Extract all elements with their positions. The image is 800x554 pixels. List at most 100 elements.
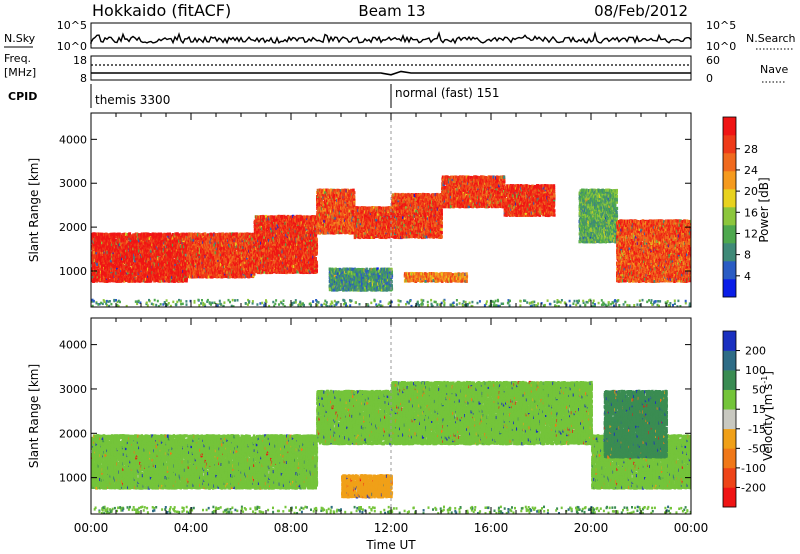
heatmap-cell bbox=[277, 232, 280, 237]
heatmap-cell bbox=[152, 251, 155, 255]
heatmap-cell bbox=[123, 269, 126, 273]
heatmap-cell bbox=[185, 279, 188, 283]
heatmap-cell bbox=[269, 226, 273, 231]
heatmap-cell bbox=[252, 242, 255, 246]
heatmap-cell bbox=[213, 274, 217, 278]
nave-tick-bottom: 0 bbox=[706, 72, 713, 85]
heatmap-cell bbox=[182, 241, 185, 245]
cpid-segment-2: normal (fast) 151 bbox=[395, 86, 499, 100]
heatmap-cell bbox=[274, 254, 277, 258]
heatmap-cell bbox=[209, 253, 212, 257]
heatmap-cell bbox=[242, 255, 245, 259]
heatmap-cell bbox=[209, 251, 212, 255]
heatmap-cell bbox=[222, 253, 225, 257]
heatmap-cell bbox=[98, 261, 101, 265]
heatmap-cell bbox=[241, 249, 244, 253]
heatmap-cell bbox=[163, 275, 166, 279]
heatmap-cell bbox=[249, 256, 252, 260]
heatmap-cell bbox=[125, 241, 129, 245]
heatmap-cell bbox=[264, 251, 267, 255]
heatmap-cell bbox=[226, 238, 229, 242]
heatmap-cell bbox=[185, 244, 188, 248]
heatmap-cell bbox=[140, 248, 143, 252]
heatmap-cell bbox=[269, 270, 272, 275]
heatmap-cell bbox=[184, 233, 187, 237]
heatmap-cell bbox=[147, 257, 150, 261]
heatmap-cell bbox=[169, 275, 173, 279]
freq-tick-bottom: 8 bbox=[80, 72, 87, 85]
heatmap-cell bbox=[270, 270, 274, 274]
heatmap-cell bbox=[227, 260, 230, 264]
heatmap-cell bbox=[255, 225, 258, 229]
cpid-label: CPID bbox=[8, 90, 37, 103]
heatmap-cell bbox=[123, 277, 126, 281]
heatmap-cell bbox=[198, 253, 201, 257]
heatmap-cell bbox=[202, 234, 205, 239]
heatmap-cell bbox=[128, 243, 131, 247]
heatmap-cell bbox=[235, 242, 238, 246]
heatmap-cell bbox=[191, 273, 194, 277]
heatmap-cell bbox=[216, 240, 219, 244]
heatmap-cell bbox=[128, 251, 131, 255]
heatmap-cell bbox=[108, 245, 111, 249]
nsky-tick-bottom: 10^0 bbox=[57, 40, 87, 53]
heatmap-cell bbox=[188, 269, 191, 273]
heatmap-cell bbox=[92, 279, 95, 283]
heatmap-cell bbox=[154, 234, 157, 238]
heatmap-cell bbox=[258, 242, 261, 246]
heatmap-cell bbox=[161, 239, 165, 243]
heatmap-cell bbox=[219, 265, 222, 269]
heatmap-cell bbox=[234, 241, 238, 245]
heatmap-cell bbox=[204, 233, 207, 237]
heatmap-cell bbox=[203, 258, 207, 262]
heatmap-cell bbox=[188, 243, 191, 247]
heatmap-cell bbox=[200, 270, 203, 275]
heatmap-cell bbox=[164, 269, 167, 273]
heatmap-cell bbox=[218, 243, 222, 247]
heatmap-cell bbox=[160, 240, 163, 244]
heatmap-cell bbox=[175, 279, 178, 283]
heatmap-cell bbox=[272, 242, 276, 246]
heatmap-cell bbox=[127, 271, 130, 275]
heatmap-cell bbox=[227, 252, 230, 257]
heatmap-cell bbox=[130, 262, 134, 267]
heatmap-cell bbox=[135, 276, 138, 280]
heatmap-cell bbox=[168, 245, 171, 249]
heatmap-cell bbox=[180, 266, 183, 270]
heatmap-cell bbox=[211, 271, 215, 275]
heatmap-cell bbox=[161, 246, 164, 250]
heatmap-cell bbox=[277, 225, 280, 229]
heatmap-cell bbox=[149, 233, 152, 237]
heatmap-cell bbox=[197, 242, 200, 246]
heatmap-cell bbox=[231, 267, 234, 271]
heatmap-cell bbox=[145, 274, 149, 279]
heatmap-cell bbox=[130, 243, 133, 247]
heatmap-cell bbox=[148, 236, 151, 240]
nave-label: Nave bbox=[760, 63, 788, 76]
heatmap-cell bbox=[138, 269, 141, 273]
heatmap-cell bbox=[236, 257, 240, 261]
heatmap-cell bbox=[134, 257, 138, 261]
heatmap-cell bbox=[212, 248, 215, 252]
heatmap-cell bbox=[233, 271, 237, 275]
heatmap-cell bbox=[159, 267, 162, 271]
heatmap-cell bbox=[172, 254, 175, 258]
heatmap-cell bbox=[258, 236, 261, 240]
heatmap-cell bbox=[278, 270, 281, 274]
heatmap-cell bbox=[260, 256, 263, 260]
heatmap-cell bbox=[263, 235, 266, 239]
heatmap-cell bbox=[94, 268, 98, 273]
heatmap-cell bbox=[192, 238, 196, 243]
heatmap-cell bbox=[218, 271, 221, 275]
heatmap-cell bbox=[99, 250, 103, 254]
heatmap-cell bbox=[148, 271, 151, 275]
freq-label-2: [MHz] bbox=[4, 66, 36, 79]
heatmap-cell bbox=[183, 264, 186, 268]
heatmap-cell bbox=[253, 251, 256, 255]
heatmap-cell bbox=[222, 247, 226, 251]
heatmap-cell bbox=[154, 236, 157, 241]
heatmap-cell bbox=[95, 279, 98, 283]
heatmap-cell bbox=[156, 245, 160, 249]
heatmap-cell bbox=[251, 246, 254, 250]
